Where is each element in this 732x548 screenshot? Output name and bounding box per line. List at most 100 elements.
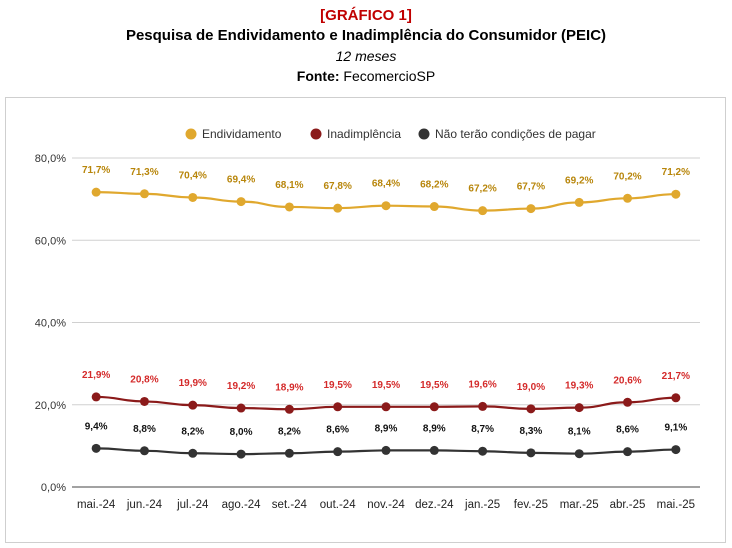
- data-point: [429, 402, 439, 412]
- data-label: 68,4%: [372, 179, 400, 190]
- x-tick-label: ago.-24: [222, 499, 262, 511]
- x-tick-label: out.-24: [320, 499, 356, 511]
- data-label: 19,2%: [227, 381, 255, 392]
- data-point: [139, 189, 149, 199]
- data-label: 71,7%: [82, 165, 110, 176]
- data-label: 8,2%: [181, 426, 204, 437]
- data-point: [236, 449, 246, 459]
- data-label: 71,3%: [130, 167, 158, 178]
- data-point: [188, 192, 198, 202]
- legend-entry: Endividamento: [185, 127, 282, 141]
- x-tick-label: jun.-24: [126, 499, 163, 511]
- series-1: 21,9% 20,8% 19,9% 19,2% 18,9% 19,5% 19,5% 19,5%…: [82, 370, 690, 414]
- data-label: 68,2%: [420, 180, 448, 191]
- data-point: [381, 445, 391, 455]
- data-label: 8,7%: [471, 424, 494, 435]
- series-2: 9,4% 8,8% 8,2% 8,0% 8,2% 8,6% 8,9% 8,9% 8,7% 8,3%…: [85, 421, 687, 459]
- x-tick-label: jul.-24: [176, 499, 209, 511]
- legend-entry: Não terão condições de pagar: [418, 127, 596, 141]
- data-label: 8,6%: [616, 425, 639, 436]
- data-label: 8,8%: [133, 424, 156, 435]
- data-label: 69,2%: [565, 175, 593, 186]
- legend-marker: [310, 128, 322, 140]
- chart-header: [GRÁFICO 1] Pesquisa de Endividamento e …: [0, 6, 732, 86]
- data-label: 20,6%: [613, 375, 641, 386]
- data-point: [478, 401, 488, 411]
- legend-marker: [418, 128, 430, 140]
- data-point: [526, 448, 536, 458]
- data-label: 67,8%: [324, 181, 352, 192]
- x-tick-label: set.-24: [272, 499, 308, 511]
- source-value: FecomercioSP: [343, 68, 436, 84]
- y-tick-label: 0,0%: [41, 482, 66, 494]
- data-point: [429, 202, 439, 212]
- data-point: [526, 404, 536, 414]
- chart-title: Pesquisa de Endividamento e Inadimplênci…: [125, 27, 607, 44]
- x-tick-label: nov.-24: [367, 499, 405, 511]
- data-point: [236, 403, 246, 413]
- data-point: [284, 448, 294, 458]
- data-label: 19,0%: [517, 382, 545, 393]
- data-label: 19,9%: [179, 378, 207, 389]
- chart-subtitle: 12 meses: [335, 48, 397, 64]
- data-label: 8,9%: [375, 423, 398, 434]
- data-label: 8,6%: [326, 425, 349, 436]
- data-point: [671, 189, 681, 199]
- data-point: [478, 446, 488, 456]
- data-label: 70,2%: [613, 171, 641, 182]
- data-label: 9,4%: [85, 421, 108, 432]
- data-point: [429, 445, 439, 455]
- data-label: 69,4%: [227, 175, 255, 186]
- x-axis: mai.-24 jun.-24 jul.-24 ago.-24 set.-24 out.-…: [77, 499, 695, 511]
- data-label: 8,3%: [520, 426, 543, 437]
- data-point: [526, 204, 536, 214]
- data-point: [381, 201, 391, 211]
- data-label: 19,5%: [372, 380, 400, 391]
- data-point: [623, 193, 633, 203]
- data-point: [671, 393, 681, 403]
- data-label: 71,2%: [662, 167, 690, 178]
- data-point: [623, 447, 633, 457]
- legend-label: Endividamento: [202, 127, 282, 141]
- data-label: 18,9%: [275, 382, 303, 393]
- data-point: [188, 448, 198, 458]
- chart-legend: Endividamento Inadimplência Não terão cond…: [185, 127, 596, 141]
- y-tick-label: 20,0%: [35, 400, 66, 412]
- data-point: [574, 403, 584, 413]
- data-label: 68,1%: [275, 180, 303, 191]
- data-point: [333, 402, 343, 412]
- data-label: 70,4%: [179, 170, 207, 181]
- data-point: [284, 202, 294, 212]
- legend-entry: Inadimplência: [310, 127, 401, 141]
- chart-source: Fonte: FecomercioSP: [0, 66, 732, 86]
- x-tick-label: mar.-25: [560, 499, 599, 511]
- data-point: [236, 197, 246, 207]
- data-point: [188, 400, 198, 410]
- data-label: 67,7%: [517, 182, 545, 193]
- x-tick-label: jan.-25: [464, 499, 500, 511]
- data-label: 19,5%: [324, 380, 352, 391]
- x-tick-label: abr.-25: [610, 499, 646, 511]
- data-label: 8,0%: [230, 427, 253, 438]
- data-point: [333, 447, 343, 457]
- data-point: [478, 206, 488, 216]
- data-label: 67,2%: [468, 184, 496, 195]
- data-point: [139, 396, 149, 406]
- chart-frame: [5, 97, 726, 543]
- data-label: 20,8%: [130, 374, 158, 385]
- data-point: [623, 397, 633, 407]
- x-tick-label: dez.-24: [415, 499, 454, 511]
- source-label: Fonte:: [296, 68, 340, 84]
- x-tick-label: mai.-25: [657, 499, 695, 511]
- chart-series: 71,7% 71,3% 70,4% 69,4% 68,1% 67,8% 68,4% 68,2%…: [82, 165, 690, 459]
- y-tick-label: 80,0%: [35, 153, 66, 165]
- y-axis: 0,0% 20,0% 40,0% 60,0% 80,0%: [35, 153, 66, 494]
- data-label: 21,7%: [662, 371, 690, 382]
- data-point: [671, 445, 681, 455]
- legend-marker: [185, 128, 197, 140]
- data-point: [91, 443, 101, 453]
- data-label: 8,9%: [423, 423, 446, 434]
- data-point: [381, 402, 391, 412]
- data-label: 8,1%: [568, 427, 591, 438]
